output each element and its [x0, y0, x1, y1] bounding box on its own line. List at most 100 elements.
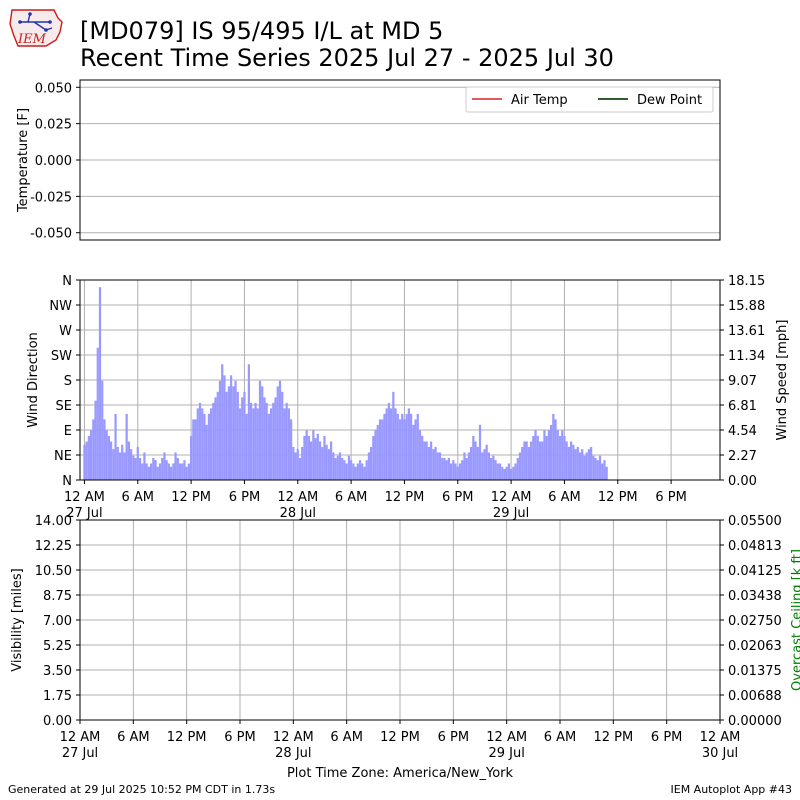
wind-speed-bar	[241, 397, 244, 480]
wind-speed-bar	[563, 435, 566, 480]
wind-speed-bar	[401, 413, 404, 480]
wind-speed-bar	[556, 430, 559, 480]
wind-direction-tick: N	[62, 474, 72, 489]
vis-xtick-label: 6 PM	[651, 730, 682, 745]
wind-direction-tick: N	[62, 274, 72, 289]
vis-xtick-label: 12 PM	[593, 730, 633, 745]
visibility-tick: 3.50	[43, 664, 72, 679]
wind-speed-bar	[490, 457, 493, 480]
wind-speed-bar	[498, 463, 502, 480]
wind-speed-bar	[114, 413, 117, 480]
wind-speed-bar	[383, 413, 386, 480]
vis-date-label: 29 Jul	[488, 746, 524, 761]
wind-direction-tick: SE	[56, 399, 72, 414]
wind-speed-bar	[156, 466, 159, 480]
wind-speed-bar	[236, 391, 239, 480]
visibility-axis-label: Visibility [miles]	[10, 568, 25, 671]
ceiling-tick: 0.05500	[728, 514, 782, 529]
wind-speed-bar	[276, 386, 279, 480]
wind-speed-bar	[294, 452, 297, 480]
temp-ytick-label: -0.025	[30, 190, 72, 205]
wind-speed-bar	[370, 446, 373, 480]
temp-ytick-label: 0.025	[35, 118, 72, 133]
wind-speed-bar	[243, 391, 246, 480]
wind-speed-bar	[165, 460, 168, 480]
wind-xtick-label: 6 PM	[655, 490, 686, 505]
wind-speed-bar	[161, 457, 164, 480]
wind-speed-bar	[96, 347, 99, 480]
temp-ytick-label: 0.000	[35, 154, 72, 169]
footer-generated: Generated at 29 Jul 2025 10:52 PM CDT in…	[8, 783, 276, 796]
vis-xtick-label: 12 AM	[700, 730, 741, 745]
wind-speed-bar	[358, 460, 362, 480]
wind-speed-bar	[452, 460, 455, 480]
ceiling-tick: 0.04813	[728, 539, 782, 554]
wind-speed-tick: 18.15	[728, 274, 765, 289]
wind-speed-bar	[496, 463, 499, 480]
wind-speed-bar	[441, 457, 444, 480]
wind-speed-bar	[532, 435, 535, 480]
wind-speed-bar	[547, 430, 550, 480]
wind-speed-bar	[418, 430, 422, 480]
wind-speed-bar	[350, 460, 353, 480]
wind-date-label: 27 Jul	[66, 506, 102, 521]
vis-xtick-label: 6 AM	[544, 730, 577, 745]
wind-speed-bar	[470, 446, 473, 480]
wind-speed-bar	[378, 419, 382, 480]
wind-speed-bar	[314, 438, 317, 480]
wind-speed-bar	[410, 413, 413, 480]
wind-speed-bar	[323, 435, 326, 480]
wind-speed-bar	[145, 463, 148, 480]
wind-speed-bar	[530, 441, 533, 480]
wind-speed-bar	[138, 457, 142, 480]
wind-speed-bar	[316, 433, 319, 480]
wind-speed-bar	[505, 466, 508, 480]
wind-speed-bar	[141, 463, 144, 480]
wind-speed-bar	[376, 424, 379, 480]
wind-xtick-label: 6 PM	[229, 490, 260, 505]
visibility-tick: 12.25	[35, 539, 72, 554]
ceiling-tick: 0.02750	[728, 614, 782, 629]
wind-speed-bar	[90, 430, 93, 480]
wind-speed-bar	[92, 419, 95, 480]
wind-xtick-label: 12 PM	[598, 490, 638, 505]
wind-speed-bar	[223, 375, 226, 480]
wind-speed-bar	[190, 435, 193, 480]
wind-speed-bar	[407, 408, 410, 480]
wind-speed-bar	[570, 441, 573, 480]
wind-speed-tick: 9.07	[728, 374, 757, 389]
wind-speed-bar	[305, 430, 308, 480]
wind-speed-bar	[205, 424, 208, 480]
wind-speed-bar	[170, 466, 173, 480]
wind-xtick-label: 6 AM	[335, 490, 368, 505]
wind-speed-bar	[414, 419, 417, 480]
wind-speed-bar	[232, 386, 235, 480]
visibility-tick: 8.75	[43, 589, 72, 604]
vis-xtick-label: 12 AM	[60, 730, 101, 745]
wind-speed-bar	[405, 413, 408, 480]
wind-speed-bar	[250, 402, 253, 480]
wind-speed-bar	[565, 441, 568, 480]
wind-speed-bar	[492, 455, 495, 480]
wind-speed-bar	[521, 446, 524, 480]
legend-label-air-temp: Air Temp	[511, 93, 568, 108]
wind-speed-bar	[212, 402, 215, 480]
wind-speed-bar	[132, 455, 135, 480]
wind-direction-tick: S	[64, 374, 72, 389]
wind-speed-bar	[185, 466, 188, 480]
wind-speed-bar	[432, 449, 435, 480]
wind-speed-bar	[230, 375, 233, 480]
chart-title-station: [MD079] IS 95/495 I/L at MD 5	[80, 17, 444, 45]
wind-date-label: 29 Jul	[493, 506, 529, 521]
wind-speed-bar	[398, 419, 402, 480]
wind-xtick-label: 12 PM	[171, 490, 211, 505]
temp-ytick-label: 0.050	[35, 81, 72, 96]
wind-speed-bar	[252, 408, 255, 480]
wind-speed-bar	[247, 364, 250, 480]
wind-xtick-label: 12 AM	[491, 490, 532, 505]
wind-speed-bar	[105, 430, 108, 480]
wind-speed-bar	[356, 463, 359, 480]
wind-speed-bar	[203, 413, 206, 480]
wind-xtick-label: 12 AM	[277, 490, 318, 505]
wind-speed-bar	[290, 419, 293, 480]
